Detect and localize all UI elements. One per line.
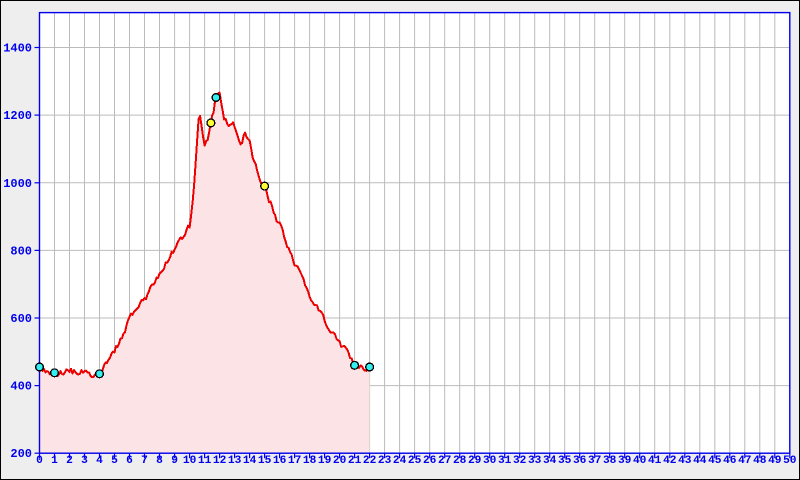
svg-text:28: 28 [453,455,467,467]
svg-text:20: 20 [333,455,347,467]
svg-text:9: 9 [171,455,178,467]
svg-text:10: 10 [183,455,197,467]
svg-text:8: 8 [156,455,163,467]
svg-text:400: 400 [10,380,32,394]
svg-text:35: 35 [558,455,572,467]
svg-text:24: 24 [393,455,407,467]
svg-text:38: 38 [603,455,617,467]
svg-text:600: 600 [10,312,32,326]
svg-text:1: 1 [51,455,58,467]
svg-text:19: 19 [318,455,332,467]
svg-text:44: 44 [693,455,707,467]
svg-text:37: 37 [588,455,601,467]
svg-text:22: 22 [363,455,377,467]
svg-text:27: 27 [438,455,451,467]
svg-text:48: 48 [753,455,767,467]
svg-text:29: 29 [468,455,482,467]
svg-text:200: 200 [10,447,32,461]
svg-text:800: 800 [10,244,32,258]
svg-text:47: 47 [738,455,751,467]
svg-text:42: 42 [663,455,677,467]
svg-text:49: 49 [768,455,782,467]
svg-text:7: 7 [141,455,148,467]
svg-text:36: 36 [573,455,587,467]
svg-text:17: 17 [288,455,301,467]
svg-text:12: 12 [213,455,227,467]
svg-text:11: 11 [198,455,212,467]
svg-text:13: 13 [228,455,242,467]
svg-text:1400: 1400 [3,42,32,56]
svg-text:21: 21 [348,455,362,467]
svg-text:32: 32 [513,455,527,467]
svg-text:45: 45 [708,455,722,467]
svg-text:15: 15 [258,455,272,467]
svg-text:4: 4 [96,455,103,467]
svg-text:1200: 1200 [3,109,32,123]
svg-text:34: 34 [543,455,557,467]
svg-text:50: 50 [783,455,797,467]
svg-text:46: 46 [723,455,737,467]
svg-text:43: 43 [678,455,692,467]
svg-text:0: 0 [36,455,43,467]
svg-text:25: 25 [408,455,422,467]
svg-text:41: 41 [648,455,662,467]
svg-text:6: 6 [126,455,133,467]
svg-text:16: 16 [273,455,287,467]
svg-text:33: 33 [528,455,542,467]
svg-text:30: 30 [483,455,497,467]
svg-text:5: 5 [111,455,118,467]
svg-text:31: 31 [498,455,512,467]
svg-text:3: 3 [81,455,88,467]
svg-text:2: 2 [66,455,73,467]
svg-text:40: 40 [633,455,647,467]
svg-text:14: 14 [243,455,257,467]
svg-text:1000: 1000 [3,177,32,191]
svg-text:23: 23 [378,455,392,467]
svg-text:26: 26 [423,455,437,467]
svg-text:39: 39 [618,455,632,467]
svg-text:18: 18 [303,455,317,467]
